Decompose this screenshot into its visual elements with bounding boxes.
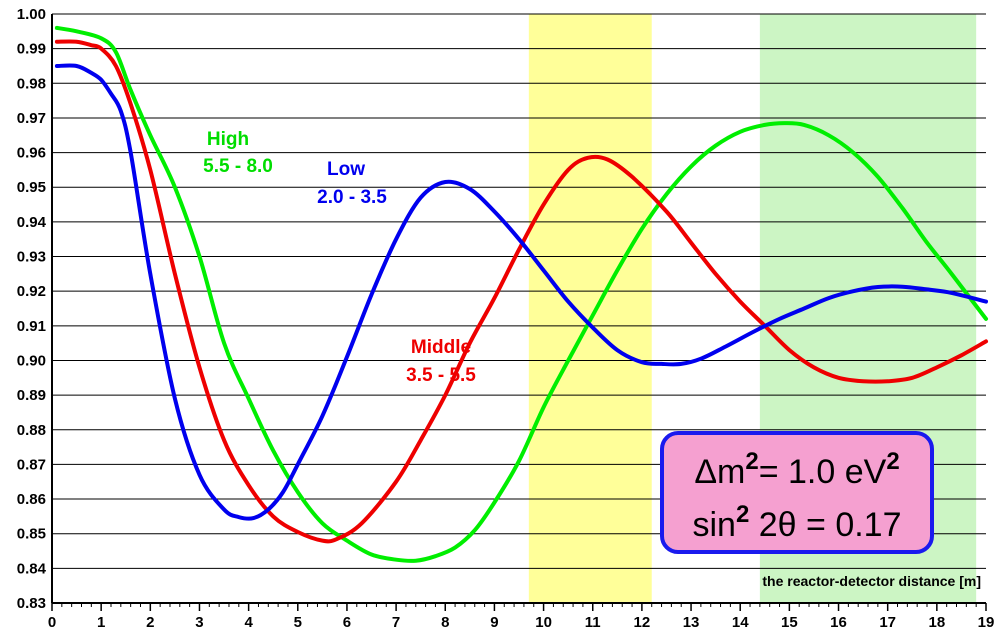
y-tick-0.85: 0.85 xyxy=(17,526,46,543)
y-tick-0.94: 0.94 xyxy=(17,214,47,231)
y-tick-0.84: 0.84 xyxy=(17,560,47,577)
x-tick-11: 11 xyxy=(585,614,601,631)
sin-exponent: 2 xyxy=(736,501,749,528)
yellow-band xyxy=(528,14,652,603)
annotation-middle-label: Middle xyxy=(411,337,471,358)
y-tick-0.97: 0.97 xyxy=(17,110,46,127)
x-tick-19: 19 xyxy=(978,614,995,631)
sin-prefix: sin xyxy=(692,506,735,544)
series-middle xyxy=(54,39,988,544)
y-tick-0.90: 0.90 xyxy=(17,352,46,369)
delta-m-symbol: Δm xyxy=(694,453,745,491)
x-tick-1: 1 xyxy=(97,614,105,631)
x-tick-14: 14 xyxy=(732,614,749,631)
series-low xyxy=(54,63,988,521)
y-tick-0.98: 0.98 xyxy=(17,75,46,92)
parameter-sin2theta: sin2 2θ = 0.17 xyxy=(692,501,901,544)
series-high xyxy=(54,25,988,563)
annotation-low-range: 2.0 - 3.5 xyxy=(317,187,387,208)
series-lines xyxy=(54,25,988,563)
y-tick-0.92: 0.92 xyxy=(17,283,46,300)
y-tick-0.96: 0.96 xyxy=(17,145,46,162)
x-tick-16: 16 xyxy=(830,614,847,631)
x-tick-9: 9 xyxy=(490,614,498,631)
x-tick-10: 10 xyxy=(535,614,552,631)
x-tick-4: 4 xyxy=(244,614,253,631)
x-tick-12: 12 xyxy=(634,614,651,631)
y-tick-1.00: 1.00 xyxy=(17,6,46,23)
annotation-high-range: 5.5 - 8.0 xyxy=(203,156,273,177)
axes xyxy=(51,14,987,611)
x-tick-15: 15 xyxy=(781,614,798,631)
x-tick-6: 6 xyxy=(343,614,351,631)
y-tick-0.87: 0.87 xyxy=(17,456,46,473)
y-tick-0.91: 0.91 xyxy=(17,318,46,335)
x-tick-labels: 0 1 2 3 4 5 6 7 8 9 10 11 12 13 14 15 16 17 18 19 xyxy=(48,614,995,631)
x-tick-2: 2 xyxy=(146,614,154,631)
parameter-box: Δm2= 1.0 eV2 sin2 2θ = 0.17 xyxy=(660,431,934,554)
parameter-dm2: Δm2= 1.0 eV2 xyxy=(694,448,899,491)
annotation-middle-range: 3.5 - 5.5 xyxy=(406,365,476,386)
annotation-low: Low 2.0 - 3.5 xyxy=(317,159,387,208)
annotation-high: High 5.5 - 8.0 xyxy=(203,129,273,177)
dm2-value: = 1.0 eV xyxy=(759,453,887,491)
dm2-exponent: 2 xyxy=(745,448,758,475)
annotation-high-label: High xyxy=(207,129,249,150)
x-tick-8: 8 xyxy=(441,614,449,631)
x-tick-0: 0 xyxy=(48,614,56,631)
y-tick-0.99: 0.99 xyxy=(17,41,46,58)
y-tick-labels: 0.83 0.84 0.85 0.86 0.87 0.88 0.89 0.90 0.91 0.92… xyxy=(17,6,47,612)
y-tick-0.86: 0.86 xyxy=(17,491,46,508)
x-tick-17: 17 xyxy=(879,614,896,631)
x-tick-7: 7 xyxy=(392,614,400,631)
ev-exponent: 2 xyxy=(886,448,899,475)
sin2theta-value: 2θ = 0.17 xyxy=(749,506,901,544)
x-tick-3: 3 xyxy=(195,614,203,631)
x-tick-18: 18 xyxy=(928,614,945,631)
y-tick-0.89: 0.89 xyxy=(17,387,46,404)
annotation-low-label: Low xyxy=(327,159,365,180)
y-tick-0.88: 0.88 xyxy=(17,422,46,439)
y-tick-0.93: 0.93 xyxy=(17,249,46,266)
y-tick-0.95: 0.95 xyxy=(17,179,46,196)
y-tick-0.83: 0.83 xyxy=(17,595,46,612)
x-axis-label: the reactor-detector distance [m] xyxy=(762,573,981,589)
x-tick-13: 13 xyxy=(683,614,700,631)
grid-lines xyxy=(52,13,986,604)
parameter-box-frame xyxy=(660,431,934,554)
annotation-middle: Middle 3.5 - 5.5 xyxy=(406,337,476,386)
x-tick-5: 5 xyxy=(294,614,302,631)
